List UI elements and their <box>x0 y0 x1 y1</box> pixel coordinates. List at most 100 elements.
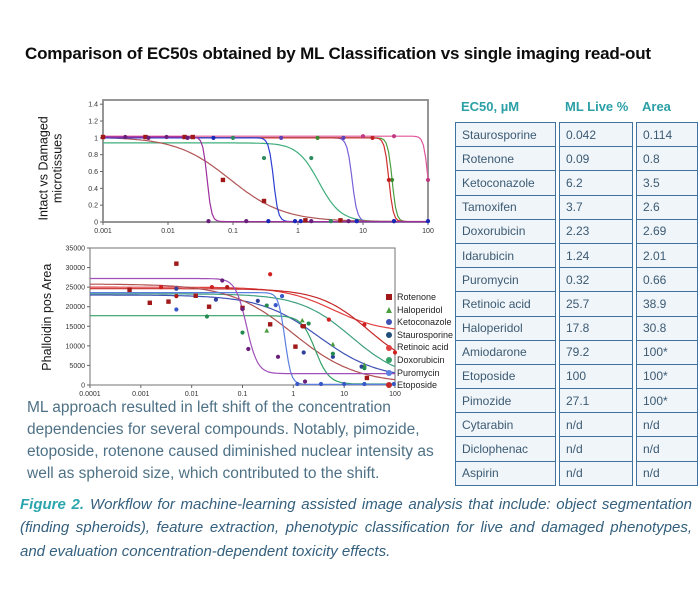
svg-text:20000: 20000 <box>66 304 86 311</box>
cell-compound: Staurosporine <box>455 122 556 148</box>
cell-area: 0.8 <box>636 147 698 172</box>
legend-item: Etoposide <box>386 379 466 392</box>
legend-label: Etoposide <box>397 380 438 391</box>
table-row: Puromycin 0.32 0.66 <box>455 268 698 293</box>
cell-area: 2.6 <box>636 195 698 220</box>
cell-area: 100* <box>636 340 698 365</box>
legend-item: Haloperidol <box>386 304 466 317</box>
page-title: Comparison of EC50s obtained by ML Class… <box>25 44 651 63</box>
svg-text:1: 1 <box>94 135 98 142</box>
legend-label: Rotenone <box>397 292 437 302</box>
table-row: Diclophenac n/d n/d <box>455 437 698 462</box>
column-header-area: Area <box>642 99 671 114</box>
cell-area: n/d <box>636 461 698 486</box>
legend-item: Retinoic acid <box>386 341 466 354</box>
cell-ml-live: 2.23 <box>559 219 633 244</box>
cell-area: 2.01 <box>636 243 698 269</box>
svg-text:35000: 35000 <box>66 246 86 253</box>
phalloidin-chart-ylabel: Phalloidin pos Area <box>39 263 54 371</box>
cell-compound: Idarubicin <box>455 243 556 269</box>
legend-item: Rotenone <box>386 291 466 304</box>
svg-text:1: 1 <box>291 391 295 398</box>
figure-caption-text: Workflow for machine-learning assisted i… <box>20 496 692 560</box>
cell-ml-live: 0.042 <box>559 122 633 148</box>
legend-circle-marker-icon <box>386 382 392 389</box>
cell-compound: Puromycin <box>455 268 556 293</box>
cell-ml-live: 79.2 <box>559 340 633 365</box>
cell-compound: Aspirin <box>455 461 556 486</box>
ec50-table-body: Staurosporine 0.042 0.114 Rotenone 0.09 0.8 Ke… <box>455 122 698 486</box>
table-row: Pimozide 27.1 100* <box>455 389 698 414</box>
cell-compound: Pimozide <box>455 389 556 414</box>
svg-text:0: 0 <box>81 383 85 390</box>
legend-circle-marker-icon <box>386 369 392 376</box>
table-row: Tamoxifen 3.7 2.6 <box>455 195 698 220</box>
svg-text:25000: 25000 <box>66 285 86 292</box>
cell-area: 0.114 <box>636 122 698 148</box>
svg-text:0.6: 0.6 <box>88 169 98 176</box>
table-row: Ketoconazole 6.2 3.5 <box>455 171 698 196</box>
legend-label: Retinoic acid <box>397 342 449 353</box>
table-row: Retinoic acid 25.7 38.9 <box>455 292 698 317</box>
legend-square-marker-icon <box>386 294 392 301</box>
figure-caption: Figure 2. Workflow for machine-learning a… <box>20 493 692 563</box>
legend-circle-marker-icon <box>386 332 392 339</box>
legend-circle-marker-icon <box>386 344 392 351</box>
cell-compound: Cytarabin <box>455 413 556 438</box>
legend-label: Doxorubicin <box>397 354 445 365</box>
svg-text:0.001: 0.001 <box>94 228 112 235</box>
svg-text:1.4: 1.4 <box>88 102 98 109</box>
cell-ml-live: 0.09 <box>559 147 633 172</box>
svg-text:0.1: 0.1 <box>228 228 238 235</box>
svg-text:0.01: 0.01 <box>161 228 175 235</box>
legend-item: Doxorubicin <box>386 354 466 367</box>
cell-area: 100* <box>636 389 698 414</box>
svg-text:0.8: 0.8 <box>88 152 98 159</box>
cell-compound: Doxorubicin <box>455 219 556 244</box>
legend-circle-marker-icon <box>386 319 392 326</box>
cell-area: n/d <box>636 413 698 438</box>
cell-ml-live: n/d <box>559 461 633 486</box>
cell-area: 0.66 <box>636 268 698 293</box>
table-row: Staurosporine 0.042 0.114 <box>455 122 698 148</box>
svg-text:0: 0 <box>94 220 98 227</box>
cell-compound: Ketoconazole <box>455 171 556 196</box>
cell-compound: Retinoic acid <box>455 292 556 317</box>
cell-ml-live: 1.24 <box>559 243 633 269</box>
cell-area: 100* <box>636 364 698 390</box>
cell-ml-live: 3.7 <box>559 195 633 220</box>
table-row: Aspirin n/d n/d <box>455 461 698 486</box>
cell-area: 38.9 <box>636 292 698 317</box>
svg-text:0.01: 0.01 <box>185 391 199 398</box>
table-row: Amiodarone 79.2 100* <box>455 340 698 365</box>
cell-area: 3.5 <box>636 171 698 196</box>
cell-compound: Amiodarone <box>455 340 556 365</box>
cell-ml-live: 25.7 <box>559 292 633 317</box>
phalloidin-chart-svg: 0 5000 10000 15000 20000 25000 30000 35000 0.000… <box>66 246 401 399</box>
table-row: Haloperidol 17.8 30.8 <box>455 316 698 341</box>
cell-compound: Etoposide <box>455 364 556 390</box>
legend-label: Staurosporine <box>397 329 454 340</box>
cell-area: 30.8 <box>636 316 698 341</box>
legend-label: Haloperidol <box>397 304 443 315</box>
table-row: Idarubicin 1.24 2.01 <box>455 243 698 269</box>
phalloidin-chart: Phalloidin pos Area 0 5000 10000 15000 20000… <box>28 242 448 404</box>
legend-label: Ketoconazole <box>397 317 452 328</box>
svg-text:0.4: 0.4 <box>88 186 98 193</box>
svg-text:0.1: 0.1 <box>238 391 248 398</box>
svg-text:10000: 10000 <box>66 343 86 350</box>
cell-compound: Tamoxifen <box>455 195 556 220</box>
cell-ml-live: n/d <box>559 413 633 438</box>
cell-ml-live: 0.32 <box>559 268 633 293</box>
column-header-ml-live: ML Live % <box>565 99 629 114</box>
cell-area: 2.69 <box>636 219 698 244</box>
cell-ml-live: 27.1 <box>559 389 633 414</box>
cell-ml-live: 17.8 <box>559 316 633 341</box>
table-row: Rotenone 0.09 0.8 <box>455 147 698 172</box>
cell-area: n/d <box>636 437 698 462</box>
cell-ml-live: 100 <box>559 364 633 390</box>
column-header-compound: EC50, µM <box>461 99 520 114</box>
intact-chart-ylabel: Intact vs Damaged microtissues <box>36 116 65 221</box>
summary-paragraph: ML approach resulted in left shift of th… <box>27 399 434 482</box>
cell-compound: Diclophenac <box>455 437 556 462</box>
